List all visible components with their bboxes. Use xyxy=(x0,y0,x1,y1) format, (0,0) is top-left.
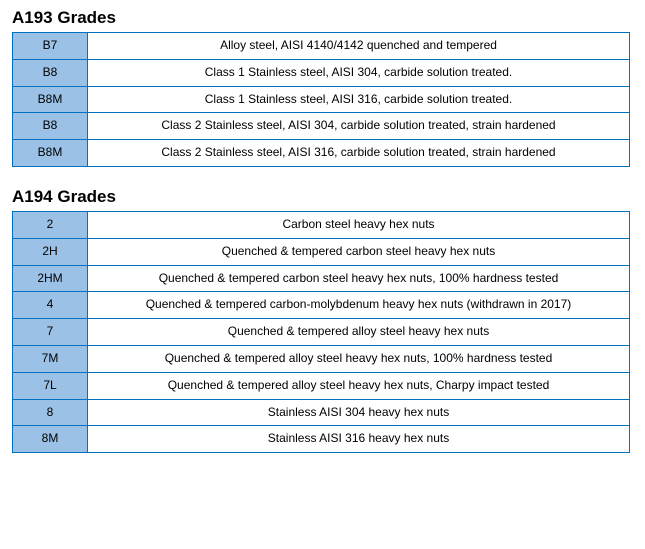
grade-code-cell: 7M xyxy=(13,345,88,372)
table-row: B7 Alloy steel, AISI 4140/4142 quenched … xyxy=(13,33,630,60)
section-title: A193 Grades xyxy=(12,8,633,28)
grades-table-a193: B7 Alloy steel, AISI 4140/4142 quenched … xyxy=(12,32,630,167)
grade-desc-cell: Quenched & tempered carbon-molybdenum he… xyxy=(88,292,630,319)
table-row: 2HM Quenched & tempered carbon steel hea… xyxy=(13,265,630,292)
grade-desc-cell: Quenched & tempered carbon steel heavy h… xyxy=(88,265,630,292)
table-row: B8 Class 2 Stainless steel, AISI 304, ca… xyxy=(13,113,630,140)
grade-code-cell: B8 xyxy=(13,59,88,86)
table-row: B8M Class 2 Stainless steel, AISI 316, c… xyxy=(13,140,630,167)
table-row: 7 Quenched & tempered alloy steel heavy … xyxy=(13,319,630,346)
table-row: 2H Quenched & tempered carbon steel heav… xyxy=(13,238,630,265)
grade-desc-cell: Class 1 Stainless steel, AISI 316, carbi… xyxy=(88,86,630,113)
grade-code-cell: B8M xyxy=(13,86,88,113)
grade-code-cell: 8M xyxy=(13,426,88,453)
table-row: 8 Stainless AISI 304 heavy hex nuts xyxy=(13,399,630,426)
table-row: 4 Quenched & tempered carbon-molybdenum … xyxy=(13,292,630,319)
grade-code-cell: 7 xyxy=(13,319,88,346)
grade-code-cell: 8 xyxy=(13,399,88,426)
grade-desc-cell: Class 2 Stainless steel, AISI 316, carbi… xyxy=(88,140,630,167)
grade-code-cell: 2HM xyxy=(13,265,88,292)
table-row: B8 Class 1 Stainless steel, AISI 304, ca… xyxy=(13,59,630,86)
table-row: 2 Carbon steel heavy hex nuts xyxy=(13,211,630,238)
table-row: 7M Quenched & tempered alloy steel heavy… xyxy=(13,345,630,372)
grades-table-a194: 2 Carbon steel heavy hex nuts 2H Quenche… xyxy=(12,211,630,453)
section-a194: A194 Grades 2 Carbon steel heavy hex nut… xyxy=(12,187,633,453)
grade-desc-cell: Quenched & tempered alloy steel heavy he… xyxy=(88,345,630,372)
grade-code-cell: B8 xyxy=(13,113,88,140)
grade-desc-cell: Class 1 Stainless steel, AISI 304, carbi… xyxy=(88,59,630,86)
grade-desc-cell: Quenched & tempered carbon steel heavy h… xyxy=(88,238,630,265)
section-title: A194 Grades xyxy=(12,187,633,207)
grade-desc-cell: Stainless AISI 304 heavy hex nuts xyxy=(88,399,630,426)
grade-desc-cell: Alloy steel, AISI 4140/4142 quenched and… xyxy=(88,33,630,60)
grade-desc-cell: Quenched & tempered alloy steel heavy he… xyxy=(88,319,630,346)
grade-code-cell: 2H xyxy=(13,238,88,265)
grade-desc-cell: Carbon steel heavy hex nuts xyxy=(88,211,630,238)
grade-code-cell: 2 xyxy=(13,211,88,238)
grade-code-cell: 7L xyxy=(13,372,88,399)
grade-desc-cell: Quenched & tempered alloy steel heavy he… xyxy=(88,372,630,399)
grade-code-cell: 4 xyxy=(13,292,88,319)
grade-desc-cell: Stainless AISI 316 heavy hex nuts xyxy=(88,426,630,453)
grade-desc-cell: Class 2 Stainless steel, AISI 304, carbi… xyxy=(88,113,630,140)
table-row: 7L Quenched & tempered alloy steel heavy… xyxy=(13,372,630,399)
table-row: 8M Stainless AISI 316 heavy hex nuts xyxy=(13,426,630,453)
grade-code-cell: B8M xyxy=(13,140,88,167)
section-a193: A193 Grades B7 Alloy steel, AISI 4140/41… xyxy=(12,8,633,167)
table-row: B8M Class 1 Stainless steel, AISI 316, c… xyxy=(13,86,630,113)
grade-code-cell: B7 xyxy=(13,33,88,60)
